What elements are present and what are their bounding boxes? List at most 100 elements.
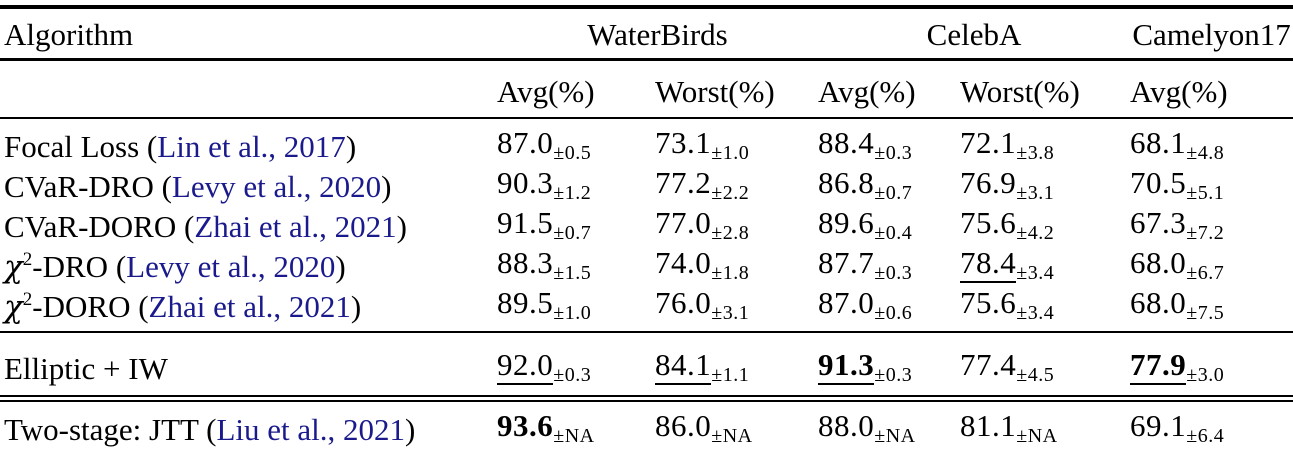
column-group-celeba: CelebA <box>818 7 1131 61</box>
accuracy-value: 73.1 <box>655 125 712 160</box>
result-cell: 76.9±3.1 <box>960 165 1130 205</box>
stddev-subscript: ±0.7 <box>874 182 913 204</box>
stddev-subscript: ±1.2 <box>553 182 592 204</box>
stddev-subscript: ±0.3 <box>874 142 913 164</box>
result-cell: 90.0±1.1 <box>655 448 818 453</box>
stddev-subscript: ±4.5 <box>1016 364 1055 386</box>
accuracy-value: 87.0 <box>818 285 875 320</box>
accuracy-value: 68.1 <box>1130 125 1187 160</box>
table-row: Two-stage: UMIX (Han et al., 2022)93.0±0… <box>0 448 1293 453</box>
accuracy-value: 84.1 <box>655 348 712 385</box>
result-cell: 68.0±6.7 <box>1130 245 1293 285</box>
stddev-subscript: ±2.2 <box>711 182 750 204</box>
column-header-algorithm: Algorithm <box>0 7 497 61</box>
result-cell: 93.0±0.5 <box>497 448 655 453</box>
stddev-subscript: ±3.1 <box>1016 182 1055 204</box>
result-cell: 91.3±0.3 <box>818 332 961 402</box>
citation-link[interactable]: Liu et al., 2021 <box>216 412 406 447</box>
accuracy-value: 72.1 <box>960 125 1017 160</box>
result-cell: 67.3±7.2 <box>1130 205 1293 245</box>
algorithm-name: CVaR-DRO (Levy et al., 2020) <box>4 169 392 204</box>
result-cell: 75.6±3.4 <box>960 285 1131 333</box>
algorithm-name: χ2-DRO (Levy et al., 2020) <box>4 249 346 285</box>
accuracy-value: 77.9 <box>1130 348 1187 385</box>
result-cell: 77.9±3.0 <box>1130 332 1293 402</box>
result-cell: 87.0±0.5 <box>497 118 655 165</box>
column-header-waterbirds-worst: Worst(%) <box>655 59 819 119</box>
citation-link[interactable]: Levy et al., 2020 <box>126 249 336 284</box>
algorithm-name: CVaR-DORO (Zhai et al., 2021) <box>4 209 407 244</box>
result-cell: 70.5±5.1 <box>1130 165 1293 205</box>
accuracy-value: 76.9 <box>960 165 1017 200</box>
result-cell: 89.6±0.4 <box>818 205 960 245</box>
result-cell: 75.1±5.9 <box>1130 448 1293 453</box>
citation-link[interactable]: Lin et al., 2017 <box>157 129 346 164</box>
stddev-subscript: ±2.8 <box>711 222 750 244</box>
column-header-camelyon17-avg: Avg(%) <box>1130 59 1293 119</box>
accuracy-value: 93.0 <box>497 448 553 453</box>
stddev-subscript: ±0.6 <box>874 302 913 324</box>
accuracy-value: 91.3 <box>818 348 875 385</box>
result-cell: 77.0±2.8 <box>655 205 818 245</box>
result-cell: 78.4±3.4 <box>960 245 1130 285</box>
algorithm-name: Focal Loss (Lin et al., 2017) <box>4 129 357 164</box>
algorithm-name: Two-stage: UMIX (Han et al., 2022) <box>0 448 497 453</box>
result-cell: 68.1±4.8 <box>1130 118 1293 165</box>
accuracy-value: 85.3 <box>960 448 1016 453</box>
citation-link[interactable]: Zhai et al., 2021 <box>194 209 397 244</box>
accuracy-value: 87.7 <box>818 245 875 280</box>
column-header-celeba-avg: Avg(%) <box>818 59 961 119</box>
stddev-subscript: ±1.1 <box>711 364 750 386</box>
accuracy-value: 76.0 <box>655 285 712 320</box>
result-cell: 87.7±0.3 <box>818 245 960 285</box>
accuracy-value: 75.6 <box>960 285 1017 320</box>
result-cell: 93.6±NA <box>497 399 655 449</box>
stddev-subscript: ±0.7 <box>553 222 592 244</box>
result-cell: 86.0±NA <box>655 399 818 449</box>
accuracy-value: 77.0 <box>655 205 712 240</box>
stddev-subscript: ±0.3 <box>874 262 913 284</box>
stddev-subscript: ±4.8 <box>1186 142 1225 164</box>
result-cell: 90.1±0.4 <box>818 448 960 453</box>
result-cell: 76.0±3.1 <box>655 285 819 333</box>
stddev-subscript: ±3.8 <box>1016 142 1055 164</box>
algorithm-name: Two-stage: JTT (Liu et al., 2021) <box>4 412 416 447</box>
accuracy-value: 75.6 <box>960 205 1017 240</box>
result-cell: 92.0±0.3 <box>497 332 655 402</box>
result-cell: 89.5±1.0 <box>497 285 655 333</box>
result-cell: 88.4±0.3 <box>818 118 960 165</box>
algorithm-name: Elliptic + IW <box>0 332 497 402</box>
result-cell: 88.3±1.5 <box>497 245 655 285</box>
column-group-camelyon17: Camelyon17 <box>1130 7 1293 61</box>
chi-squared-symbol: χ2 <box>4 289 33 325</box>
result-cell: 87.0±0.6 <box>818 285 961 333</box>
accuracy-value: 74.0 <box>655 245 712 280</box>
column-group-waterbirds: WaterBirds <box>497 7 819 61</box>
stddev-subscript: ±NA <box>874 425 916 447</box>
table-row: CVaR-DRO (Levy et al., 2020) 90.3±1.2 77.2… <box>0 165 1293 205</box>
accuracy-value: 90.3 <box>497 165 554 200</box>
metric-header-row: Avg(%) Worst(%) Avg(%) Worst(%) Avg(%) <box>0 59 1293 119</box>
accuracy-value: 78.4 <box>960 246 1017 283</box>
stddev-subscript: ±3.0 <box>1186 364 1225 386</box>
accuracy-value: 75.1 <box>1130 448 1186 453</box>
accuracy-value: 70.5 <box>1130 165 1187 200</box>
citation-link[interactable]: Levy et al., 2020 <box>171 169 382 204</box>
citation-link[interactable]: Zhai et al., 2021 <box>148 289 351 324</box>
stddev-subscript: ±1.5 <box>553 262 592 284</box>
accuracy-value: 89.6 <box>818 205 875 240</box>
stddev-subscript: ±NA <box>711 425 753 447</box>
result-cell: 72.1±3.8 <box>960 118 1130 165</box>
accuracy-value: 68.0 <box>1130 245 1187 280</box>
stddev-subscript: ±7.5 <box>1186 302 1225 324</box>
stddev-subscript: ±7.2 <box>1186 222 1225 244</box>
metric-header-spacer <box>0 59 497 119</box>
accuracy-value: 92.0 <box>497 348 554 385</box>
accuracy-value: 68.0 <box>1130 285 1187 320</box>
stddev-subscript: ±1.8 <box>711 262 750 284</box>
accuracy-value: 86.0 <box>655 408 712 443</box>
stddev-subscript: ±0.3 <box>553 364 592 386</box>
result-cell: 73.1±1.0 <box>655 118 818 165</box>
accuracy-value: 86.8 <box>818 165 875 200</box>
accuracy-value: 88.0 <box>818 408 875 443</box>
